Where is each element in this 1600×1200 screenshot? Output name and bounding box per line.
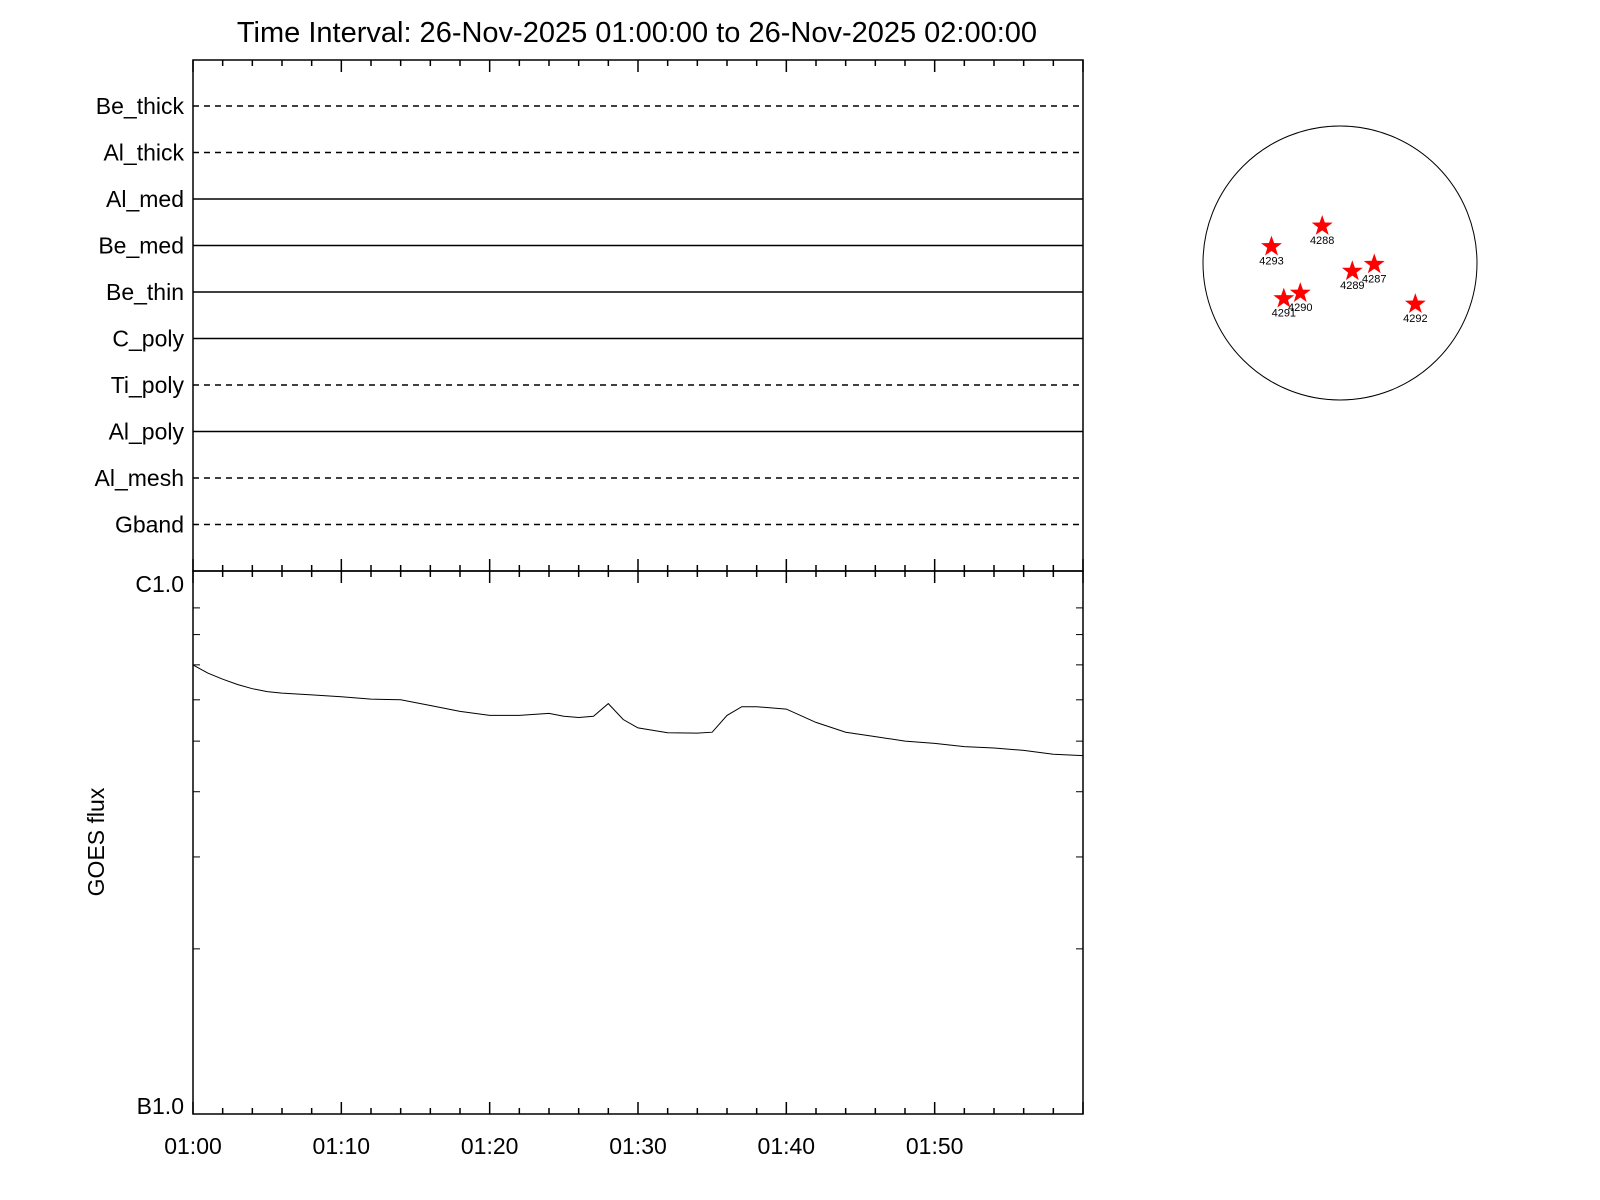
goes-flux-panel: C1.0B1.0 01:00 01:10 01:20 01:30 01:40 01:50 …: [83, 570, 1084, 1159]
active-region-star-icon: [1363, 253, 1385, 274]
active-region-label: 4292: [1403, 313, 1427, 325]
filter-label-al-med: Al_med: [106, 186, 184, 212]
y-tick-label: B1.0: [137, 1093, 184, 1119]
filter-label-be-thin: Be_thin: [106, 279, 184, 305]
active-region-star-icon: [1311, 215, 1333, 235]
active-region-label: 4290: [1288, 302, 1312, 314]
active-region-label: 4287: [1362, 273, 1386, 285]
active-region-label: 4288: [1310, 235, 1334, 247]
x-tick-label: 01:50: [906, 1133, 964, 1159]
filter-label-be-med: Be_med: [98, 233, 184, 259]
active-region-star-icon: [1404, 293, 1426, 313]
filter-timeline-panel: Be_thick Al_thick Al_med Be_med Be_thin C_pol…: [95, 59, 1084, 572]
filter-label-c-poly: C_poly: [112, 326, 184, 352]
active-region-label: 4289: [1340, 280, 1364, 292]
x-tick-label: 01:00: [164, 1133, 222, 1159]
filter-label-al-thick: Al_thick: [103, 140, 184, 166]
x-tick-label: 01:20: [461, 1133, 519, 1159]
chart-title: Time Interval: 26-Nov-2025 01:00:00 to 2…: [237, 17, 1037, 49]
goes-flux-line: [192, 664, 1084, 757]
active-region-star-icon: [1341, 260, 1363, 281]
x-tick-label: 01:10: [313, 1133, 371, 1159]
filter-label-al-mesh: Al_mesh: [95, 465, 184, 491]
y-tick-label: C1.0: [135, 571, 184, 597]
active-region-star-icon: [1261, 235, 1282, 256]
active-region-label: 4291: [1272, 308, 1296, 320]
active-region-label: 4293: [1259, 256, 1283, 268]
filter-label-ti-poly: Ti_poly: [111, 372, 185, 398]
filter-label-al-poly: Al_poly: [109, 419, 185, 445]
x-tick-label: 01:30: [609, 1133, 667, 1159]
filter-label-be-thick: Be_thick: [96, 93, 185, 119]
x-tick-label: 01:40: [758, 1133, 816, 1159]
solar-disk: [1202, 125, 1478, 401]
goes-y-axis-label: GOES flux: [83, 787, 109, 896]
active-region-star-icon: [1289, 282, 1311, 302]
filter-label-gband: Gband: [115, 512, 184, 538]
active-region-star-icon: [1273, 287, 1295, 308]
